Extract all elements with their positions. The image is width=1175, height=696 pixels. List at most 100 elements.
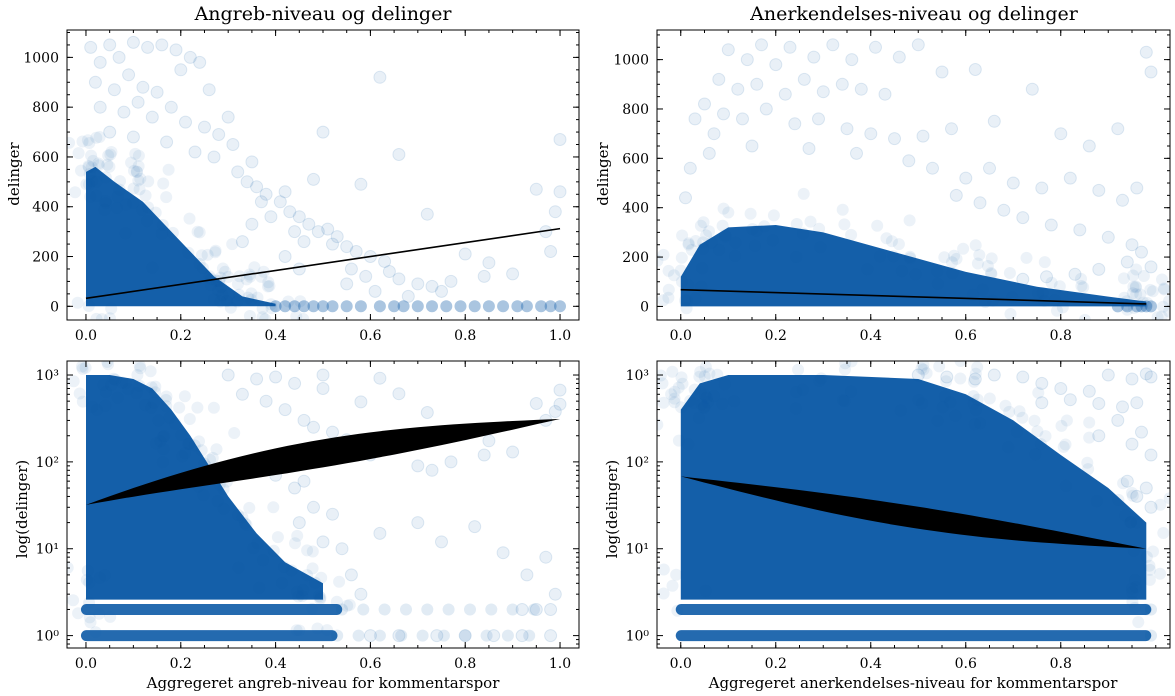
- data-point: [209, 244, 222, 257]
- data-point: [917, 363, 930, 376]
- x-tick-label: 0.2: [170, 328, 192, 344]
- data-point: [278, 403, 292, 417]
- y-tick-label: 600: [32, 150, 59, 166]
- data-point: [101, 361, 114, 368]
- data-point: [468, 300, 481, 313]
- data-point: [745, 139, 759, 153]
- data-point: [198, 120, 211, 134]
- data-point: [183, 50, 197, 64]
- value-band: [80, 603, 343, 615]
- data-point: [195, 444, 208, 457]
- data-point: [99, 197, 112, 210]
- data-point: [283, 205, 297, 219]
- data-point: [1032, 287, 1045, 300]
- x-tick-label: 0.6: [955, 656, 977, 672]
- data-point: [885, 235, 898, 248]
- data-point: [1144, 260, 1158, 274]
- data-point: [149, 386, 162, 399]
- axes-frame: [656, 29, 1171, 321]
- data-point: [728, 395, 741, 408]
- data-point: [1163, 305, 1170, 318]
- data-point: [682, 438, 695, 451]
- data-point: [938, 390, 951, 403]
- data-point: [935, 65, 949, 79]
- data-point: [256, 311, 269, 320]
- y-tick-label: 1000: [613, 53, 649, 69]
- data-point: [916, 397, 929, 410]
- data-point: [807, 50, 821, 64]
- data-point: [983, 392, 996, 405]
- data-point: [216, 262, 229, 275]
- data-point: [250, 372, 264, 386]
- y-tick-label: 10²: [36, 455, 59, 471]
- data-point: [1117, 477, 1130, 490]
- data-point: [668, 392, 681, 405]
- y-tick-label: 10⁰: [626, 629, 650, 645]
- data-point: [675, 251, 688, 264]
- data-point: [83, 168, 96, 180]
- data-point: [946, 256, 958, 269]
- data-point: [306, 562, 319, 575]
- data-point: [201, 248, 214, 261]
- data-point: [307, 172, 320, 186]
- data-point: [694, 386, 707, 399]
- data-point: [783, 40, 797, 54]
- data-point: [442, 603, 455, 616]
- data-point: [90, 189, 103, 202]
- data-point: [701, 396, 714, 409]
- data-point: [903, 214, 916, 227]
- data-point: [482, 256, 496, 270]
- panel-anerkendelse-log: log(delinger) Aggregeret anerkendelses-n…: [603, 360, 1171, 692]
- data-point: [1028, 414, 1041, 427]
- data-point: [92, 159, 105, 172]
- data-point: [1125, 486, 1138, 499]
- data-point: [1068, 267, 1082, 281]
- data-point: [675, 371, 688, 384]
- y-tick-label: 1000: [23, 50, 59, 66]
- data-point: [506, 603, 519, 616]
- data-point: [1020, 251, 1033, 264]
- data-point: [458, 247, 472, 261]
- data-point: [235, 235, 249, 249]
- data-point: [676, 229, 689, 242]
- data-point: [205, 273, 218, 286]
- data-point: [1134, 288, 1147, 301]
- data-point: [340, 277, 354, 291]
- data-point: [1016, 411, 1029, 424]
- data-point: [127, 182, 140, 195]
- data-point: [130, 387, 143, 400]
- data-point: [670, 568, 683, 581]
- data-point: [1124, 516, 1137, 529]
- data-point: [1035, 181, 1049, 195]
- data-point: [139, 399, 152, 412]
- data-point: [240, 273, 253, 286]
- data-point: [1038, 256, 1051, 269]
- data-point: [1163, 492, 1170, 505]
- data-point: [112, 50, 126, 64]
- data-point: [219, 265, 232, 278]
- data-point: [354, 587, 368, 601]
- data-point: [454, 300, 467, 313]
- data-point: [232, 561, 245, 574]
- data-point: [75, 164, 87, 177]
- data-point: [141, 215, 153, 228]
- data-point: [759, 102, 773, 116]
- data-point: [750, 224, 763, 237]
- data-point: [1130, 263, 1143, 276]
- data-point: [411, 300, 424, 313]
- data-point: [83, 178, 96, 191]
- data-point: [1157, 300, 1170, 313]
- data-point: [271, 531, 284, 544]
- data-point: [395, 629, 408, 642]
- x-tick-label: 0.2: [765, 656, 787, 672]
- data-point: [163, 411, 176, 424]
- data-point: [132, 160, 145, 173]
- data-point: [169, 43, 183, 57]
- data-point: [693, 370, 706, 383]
- data-point: [278, 250, 292, 263]
- data-point: [861, 263, 874, 276]
- data-point: [1158, 282, 1170, 295]
- data-point: [1059, 479, 1072, 492]
- data-point: [251, 537, 264, 550]
- data-point: [262, 276, 275, 289]
